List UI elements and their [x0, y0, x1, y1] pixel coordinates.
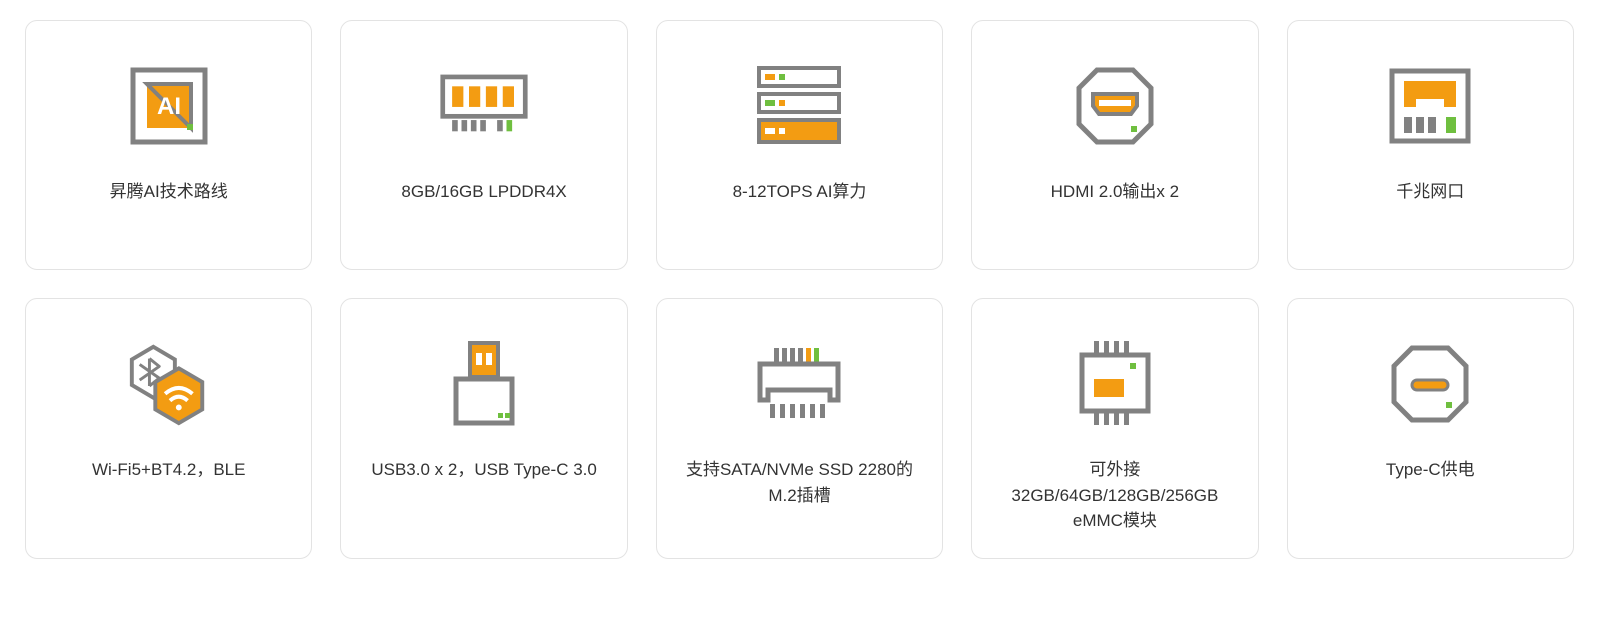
feature-card: 8-12TOPS AI算力 [656, 20, 943, 270]
feature-label: USB3.0 x 2，USB Type-C 3.0 [365, 457, 603, 483]
feature-card: 可外接32GB/64GB/128GB/256GB eMMC模块 [971, 298, 1258, 559]
ethernet-icon [1385, 61, 1475, 151]
feature-card: Wi-Fi5+BT4.2，BLE [25, 298, 312, 559]
storage-stack-icon [754, 61, 844, 151]
feature-label: 昇腾AI技术路线 [104, 179, 234, 205]
feature-card: HDMI 2.0输出x 2 [971, 20, 1258, 270]
feature-card: 支持SATA/NVMe SSD 2280的M.2插槽 [656, 298, 943, 559]
feature-card: 8GB/16GB LPDDR4X [340, 20, 627, 270]
feature-label: 可外接32GB/64GB/128GB/256GB eMMC模块 [990, 457, 1239, 534]
wifi-bt-icon [124, 339, 214, 429]
feature-label: 8-12TOPS AI算力 [727, 179, 873, 205]
ram-icon [439, 61, 529, 151]
hdmi-icon [1070, 61, 1160, 151]
feature-label: 支持SATA/NVMe SSD 2280的M.2插槽 [675, 457, 924, 508]
feature-card: Type-C供电 [1287, 298, 1574, 559]
feature-label: Wi-Fi5+BT4.2，BLE [86, 457, 252, 483]
usb-icon [439, 339, 529, 429]
feature-label: 8GB/16GB LPDDR4X [395, 179, 572, 205]
feature-card: USB3.0 x 2，USB Type-C 3.0 [340, 298, 627, 559]
feature-grid: AI 昇腾AI技术路线 8GB/16GB LPDDR4X [25, 20, 1574, 559]
type-c-icon [1385, 339, 1475, 429]
m2-slot-icon [754, 339, 844, 429]
feature-card: 千兆网口 [1287, 20, 1574, 270]
emmc-icon [1070, 339, 1160, 429]
ai-chip-icon: AI [124, 61, 214, 151]
svg-text:AI: AI [157, 93, 181, 120]
feature-card: AI 昇腾AI技术路线 [25, 20, 312, 270]
feature-label: 千兆网口 [1390, 179, 1470, 205]
feature-label: Type-C供电 [1380, 457, 1481, 483]
feature-label: HDMI 2.0输出x 2 [1045, 179, 1185, 205]
